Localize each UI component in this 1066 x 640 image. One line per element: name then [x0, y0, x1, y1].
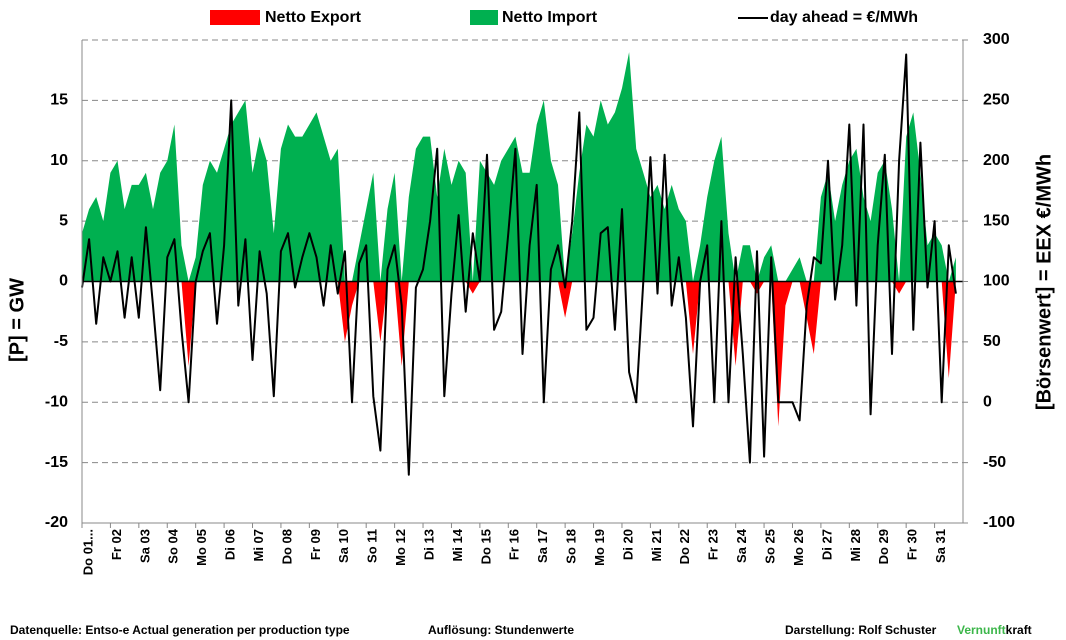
- x-tick-label: Fr 09: [308, 529, 323, 560]
- y-tick-label: 15: [50, 92, 68, 109]
- x-tick-label: Mo 26: [791, 529, 806, 566]
- y-tick-label: 5: [59, 212, 68, 229]
- x-tick-label: Di 27: [819, 529, 834, 560]
- plot: -20-15-10-5051015-100-500501001502002503…: [45, 31, 1015, 575]
- x-tick-label: Do 29: [876, 529, 891, 564]
- x-tick-label: Do 22: [677, 529, 692, 564]
- brand-2: kraft: [1006, 623, 1032, 637]
- x-tick-label: Fr 23: [706, 529, 721, 560]
- x-tick-label: Mo 12: [393, 529, 408, 566]
- x-tick-label: Do 08: [279, 529, 294, 564]
- y2-axis-title: [Börsenwert] = EEX €/MWh: [1033, 154, 1055, 410]
- y-tick-label: -20: [45, 514, 68, 531]
- x-tick-label: Fr 02: [109, 529, 124, 560]
- x-tick-label: Mi 07: [251, 529, 266, 562]
- footer-source: Datenquelle: Entso-e Actual generation p…: [10, 623, 350, 637]
- x-tick-label: Di 13: [421, 529, 436, 560]
- y2-tick-label: 50: [983, 333, 1001, 350]
- x-tick-label: Sa 10: [336, 529, 351, 563]
- x-tick-label: Sa 31: [933, 529, 948, 563]
- legend-swatch-export: [210, 10, 260, 25]
- y2-tick-label: 100: [983, 273, 1010, 290]
- x-tick-label: Di 06: [223, 529, 238, 560]
- y2-tick-label: -50: [983, 454, 1006, 471]
- x-tick-label: So 25: [763, 529, 778, 564]
- y2-tick-label: 0: [983, 393, 992, 410]
- x-tick-label: Mi 21: [649, 529, 664, 562]
- x-tick-label: Fr 16: [507, 529, 522, 560]
- x-tick-label: Mi 14: [450, 528, 465, 561]
- x-tick-label: Do 15: [478, 529, 493, 564]
- y2-tick-label: 250: [983, 92, 1010, 109]
- legend-label: Netto Import: [502, 9, 598, 26]
- x-tick-label: Sa 03: [137, 529, 152, 563]
- x-tick-label: Fr 30: [905, 529, 920, 560]
- x-tick-label: Di 20: [620, 529, 635, 560]
- x-tick-label: Mo 19: [592, 529, 607, 566]
- x-tick-label: Sa 17: [535, 529, 550, 563]
- x-tick-label: Sa 24: [734, 528, 749, 563]
- price-line: [81, 53, 957, 476]
- legend-label: Netto Export: [265, 9, 362, 26]
- y2-tick-label: -100: [983, 514, 1015, 531]
- x-tick-label: So 04: [166, 528, 181, 563]
- y-axis-title: [P] = GW: [6, 278, 28, 362]
- legend-label: day ahead = €/MWh: [770, 9, 918, 26]
- y-tick-label: 0: [59, 273, 68, 290]
- y2-tick-label: 150: [983, 212, 1010, 229]
- x-tick-label: So 18: [564, 529, 579, 564]
- y-tick-label: -10: [45, 393, 68, 410]
- footer-resolution: Auflösung: Stundenwerte: [428, 623, 574, 637]
- brand-1: Vernunft: [957, 623, 1006, 637]
- y-tick-label: 10: [50, 152, 68, 169]
- area: [82, 281, 956, 427]
- footer-brand: Vernunftkraft: [957, 623, 1032, 637]
- y-tick-label: -15: [45, 454, 68, 471]
- y2-tick-label: 300: [983, 31, 1010, 48]
- y-tick-label: -5: [54, 333, 68, 350]
- y2-tick-label: 200: [983, 152, 1010, 169]
- footer-author: Darstellung: Rolf Schuster: [785, 623, 937, 637]
- x-tick-label: Do 01...: [80, 529, 95, 575]
- area: [82, 52, 956, 282]
- x-tick-label: Mi 28: [848, 529, 863, 562]
- legend-swatch-import: [470, 10, 498, 25]
- x-tick-label: Mo 05: [194, 529, 209, 566]
- x-tick-label: So 11: [365, 529, 380, 563]
